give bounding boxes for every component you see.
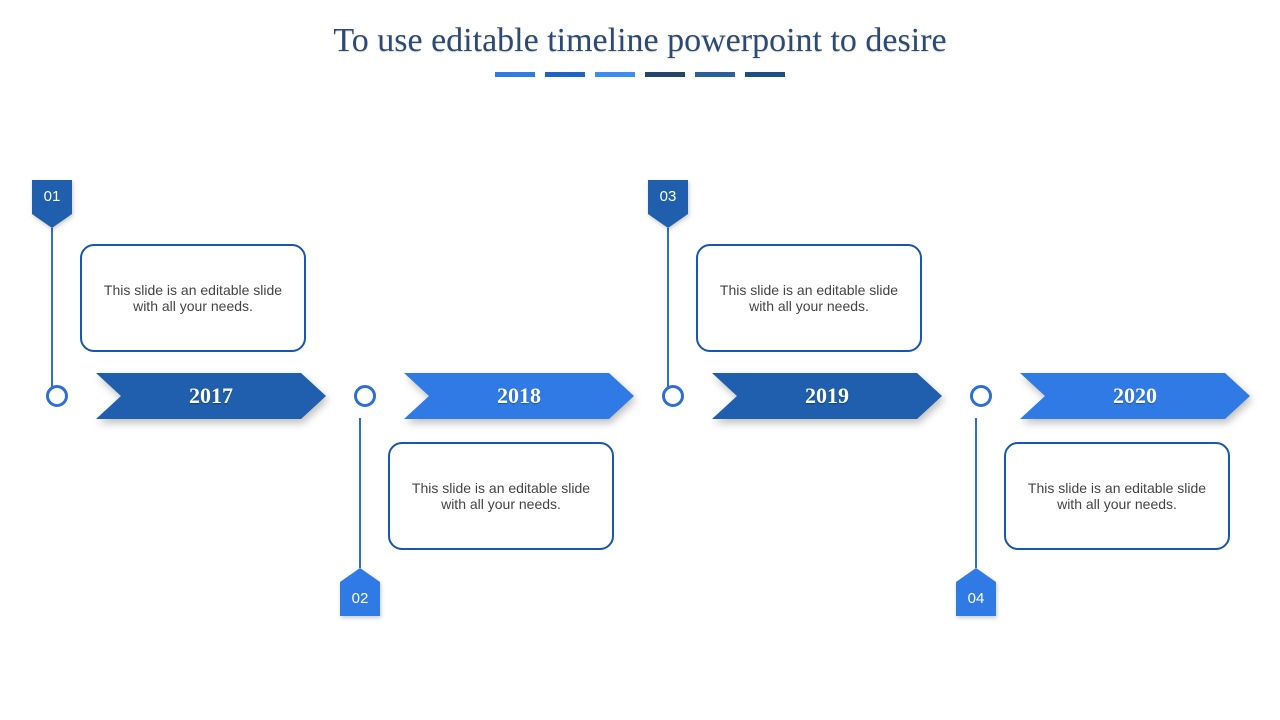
title-underline (495, 72, 785, 77)
connector (975, 418, 977, 568)
year-label: 2019 (712, 383, 942, 409)
year-label: 2020 (1020, 383, 1250, 409)
timeline-node (970, 385, 992, 407)
description-box: This slide is an editable slide with all… (696, 244, 922, 352)
connector (51, 228, 53, 396)
description-box: This slide is an editable slide with all… (1004, 442, 1230, 550)
slide-canvas: To use editable timeline powerpoint to d… (0, 0, 1280, 720)
step-number: 02 (340, 590, 380, 607)
connector (667, 228, 669, 396)
step-number: 01 (32, 188, 72, 205)
dash-6 (745, 72, 785, 77)
step-number: 03 (648, 188, 688, 205)
description-box: This slide is an editable slide with all… (80, 244, 306, 352)
timeline-node (662, 385, 684, 407)
dash-1 (495, 72, 535, 77)
dash-4 (645, 72, 685, 77)
year-label: 2018 (404, 383, 634, 409)
step-number: 04 (956, 590, 996, 607)
dash-5 (695, 72, 735, 77)
connector (359, 418, 361, 568)
timeline-node (46, 385, 68, 407)
dash-3 (595, 72, 635, 77)
timeline-node (354, 385, 376, 407)
dash-2 (545, 72, 585, 77)
description-box: This slide is an editable slide with all… (388, 442, 614, 550)
slide-title: To use editable timeline powerpoint to d… (0, 22, 1280, 60)
year-label: 2017 (96, 383, 326, 409)
